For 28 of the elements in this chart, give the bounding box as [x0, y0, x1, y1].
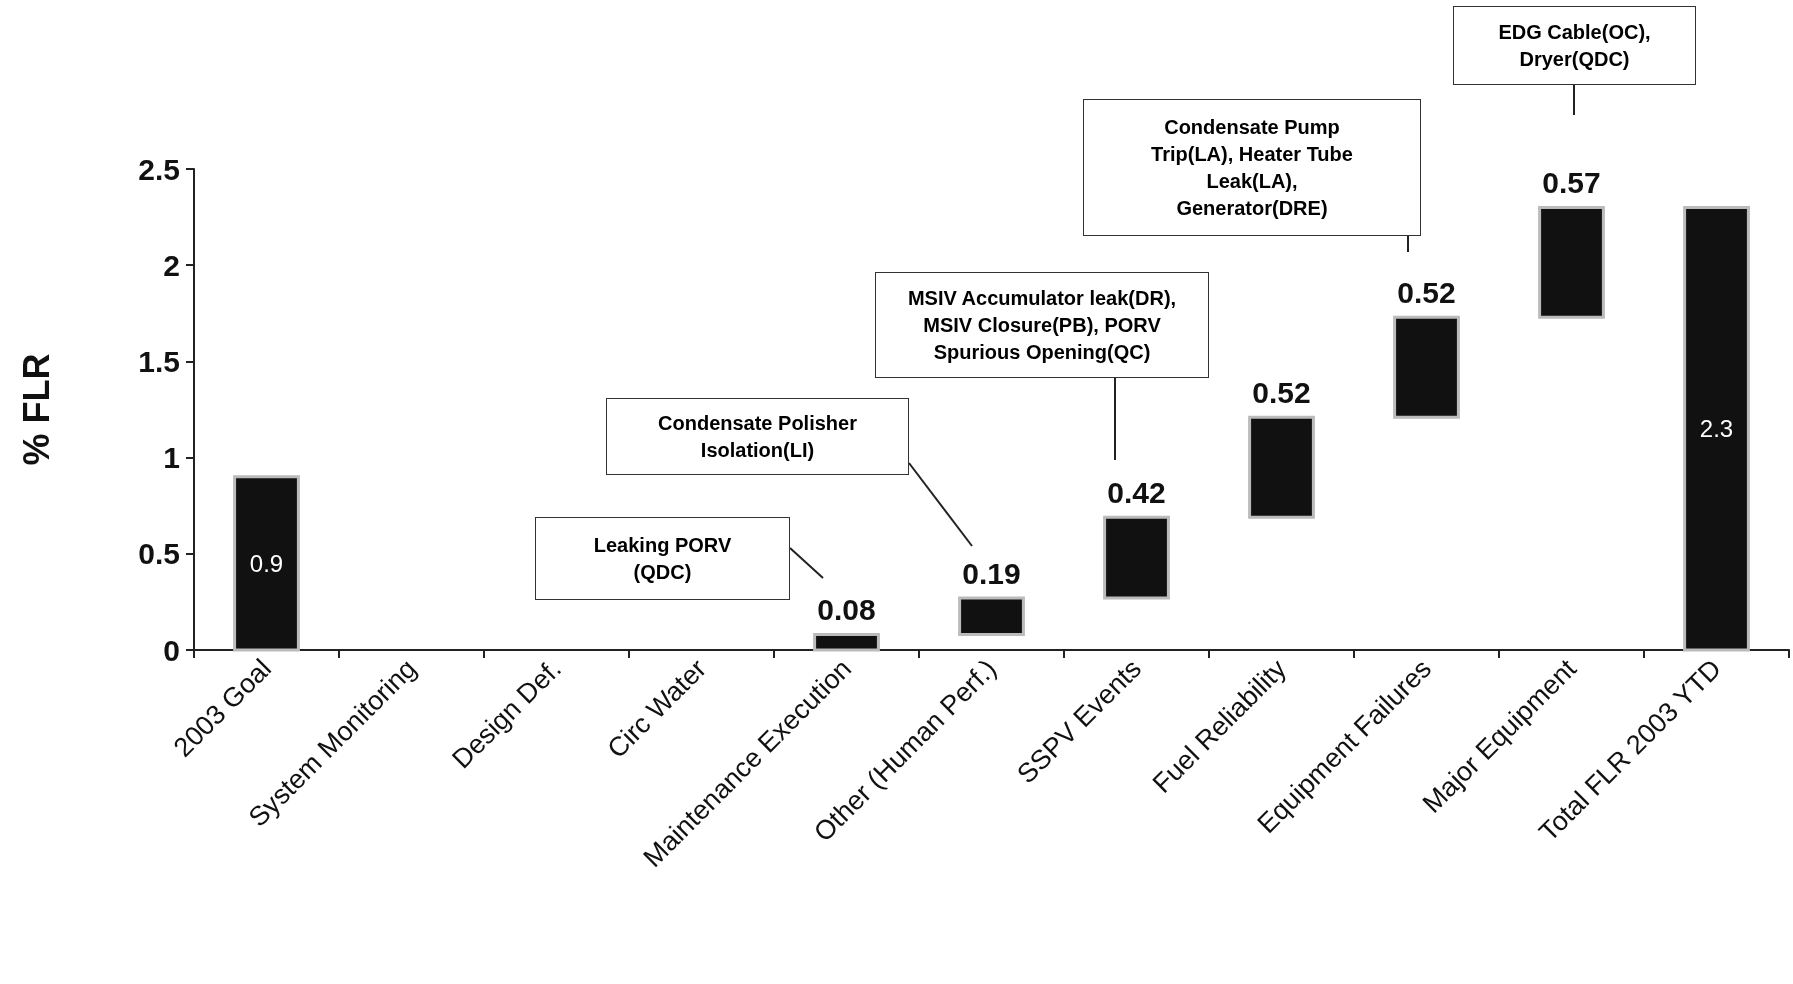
y-tick-label: 0.5: [138, 537, 180, 571]
callout-box: Condensate Pump Trip(LA), Heater Tube Leak(LA), Generator(DRE): [1083, 99, 1421, 236]
data-label: 2.3: [1699, 415, 1734, 443]
data-label: 0.08: [817, 593, 876, 627]
y-tick-label: 2.5: [138, 152, 180, 186]
callout-box: Leaking PORV (QDC): [535, 517, 790, 600]
bar: [1393, 315, 1460, 419]
bar: [813, 633, 880, 652]
bar: [958, 596, 1025, 637]
data-label: 0.52: [1397, 275, 1456, 309]
y-tick-label: 1.5: [138, 344, 180, 378]
data-label: 0.57: [1542, 165, 1601, 199]
y-tick-label: 2: [163, 248, 180, 282]
y-tick-label: 1: [163, 441, 180, 475]
data-label: 0.19: [962, 556, 1021, 590]
callout-box: EDG Cable(OC), Dryer(QDC): [1453, 6, 1696, 85]
data-label: 0.42: [1107, 475, 1166, 509]
bar: [1103, 515, 1170, 600]
data-label: 0.52: [1252, 375, 1311, 409]
bar: [1683, 205, 1750, 652]
bar: [233, 475, 300, 652]
bar: [1538, 205, 1605, 319]
y-axis-title: % FLR: [15, 353, 57, 466]
y-tick-label: 0: [163, 633, 180, 667]
bar: [1248, 415, 1315, 519]
data-label: 0.9: [249, 549, 284, 577]
callout-box: MSIV Accumulator leak(DR), MSIV Closure(PB), PORV Spurious Opening(QC): [875, 272, 1209, 378]
callout-box: Condensate Polisher Isolation(LI): [606, 398, 909, 475]
